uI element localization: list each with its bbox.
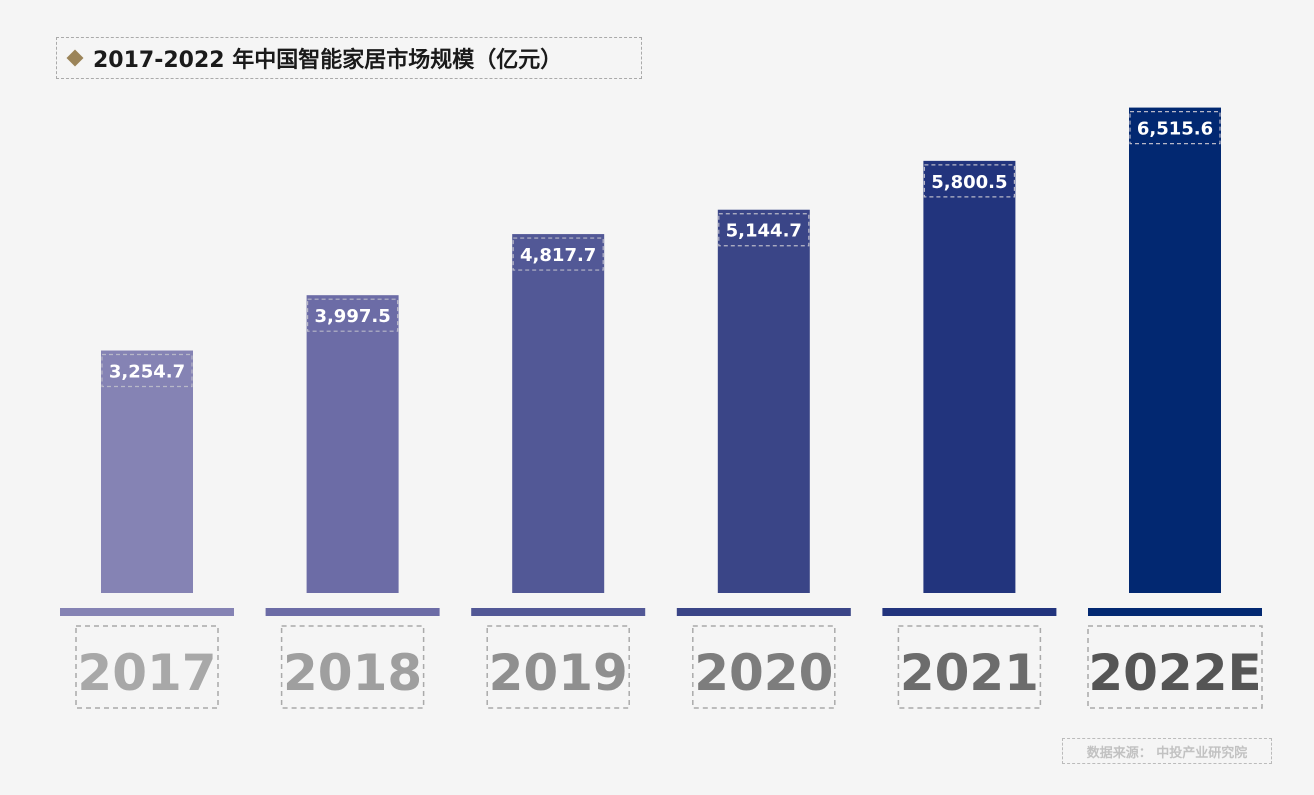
bar-2019 xyxy=(512,234,605,593)
base-strip-2017 xyxy=(60,608,234,616)
value-label-frame xyxy=(923,164,1016,198)
base-strip-2021 xyxy=(882,608,1057,616)
year-label-frame xyxy=(486,625,630,709)
year-label-2021: 2021 xyxy=(900,644,1039,702)
year-label-2018: 2018 xyxy=(283,644,422,702)
chart-title-box: 2017-2022 年中国智能家居市场规模（亿元） xyxy=(56,37,642,79)
value-label-frame xyxy=(718,213,810,247)
year-label-2017: 2017 xyxy=(77,644,216,702)
bar-2021 xyxy=(923,160,1016,594)
year-label-frame xyxy=(75,625,219,709)
value-label-frame xyxy=(1129,110,1221,145)
value-label-2017: 3,254.7 xyxy=(109,362,185,383)
value-label-2019: 4,817.7 xyxy=(520,245,596,266)
year-label-2022E: 2022E xyxy=(1088,644,1261,702)
year-label-frame xyxy=(897,625,1042,709)
year-label-frame xyxy=(280,625,425,709)
value-label-2018: 3,997.5 xyxy=(314,306,390,327)
year-label-2020: 2020 xyxy=(694,644,833,702)
value-label-2020: 5,144.7 xyxy=(726,221,802,242)
value-label-2022E: 6,515.6 xyxy=(1137,119,1213,140)
value-label-frame xyxy=(101,353,193,388)
bar-2017 xyxy=(101,350,193,593)
base-strip-2020 xyxy=(676,608,851,616)
bar-2018 xyxy=(306,295,399,593)
source-note: 数据来源： 中投产业研究院 xyxy=(1062,738,1272,764)
value-label-frame xyxy=(307,298,399,332)
year-label-2019: 2019 xyxy=(489,644,628,702)
bar-2020 xyxy=(717,209,810,593)
year-label-frame xyxy=(1087,625,1263,709)
base-strip-2022E xyxy=(1088,608,1262,616)
bar-2022E xyxy=(1129,107,1221,593)
chart-title: 2017-2022 年中国智能家居市场规模（亿元） xyxy=(93,48,563,73)
value-label-2021: 5,800.5 xyxy=(931,172,1007,193)
value-label-frame xyxy=(512,237,604,271)
base-strip-2018 xyxy=(265,608,440,616)
base-strip-2019 xyxy=(471,608,646,616)
year-label-frame xyxy=(692,625,836,709)
